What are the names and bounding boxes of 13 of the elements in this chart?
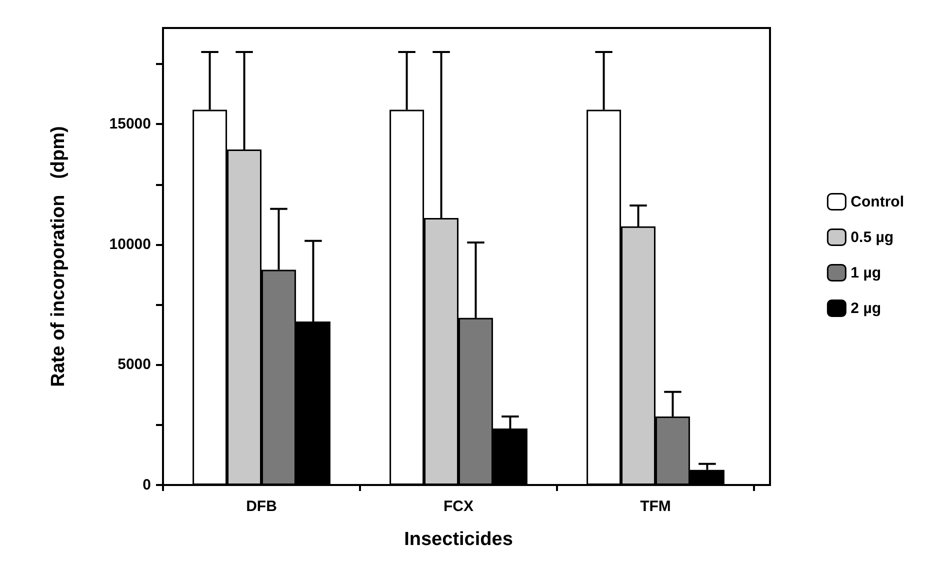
y-tick-label: 10000 bbox=[109, 236, 151, 253]
y-tick-label: 5000 bbox=[118, 356, 151, 374]
x-tick-label: DFB bbox=[246, 498, 278, 515]
legend-label: Control bbox=[850, 193, 904, 210]
x-axis-title: Insecticides bbox=[404, 529, 513, 550]
y-tick-label: 0 bbox=[142, 476, 151, 494]
legend-label: 2 µg bbox=[850, 300, 882, 317]
y-axis-title: Rate of incorporation (dpm) bbox=[48, 126, 69, 387]
x-tick-label: TFM bbox=[640, 498, 671, 515]
x-tick-label: FCX bbox=[444, 498, 474, 515]
y-tick-label: 15000 bbox=[109, 116, 151, 133]
legend-label: 0.5 µg bbox=[850, 228, 894, 246]
legend-label: 1 µg bbox=[850, 264, 882, 282]
